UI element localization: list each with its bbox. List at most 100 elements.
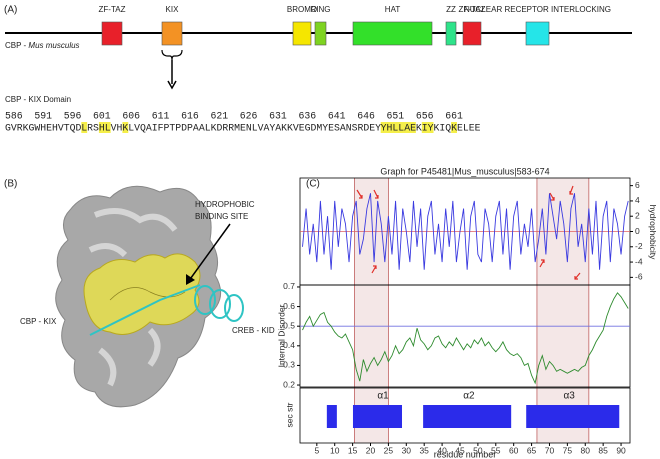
helix-label: α1 (377, 391, 389, 402)
helix-label: α2 (463, 391, 475, 402)
y-axis-label: sec str (284, 402, 294, 427)
domain-label: HAT (385, 5, 401, 14)
kid-helix-turn (209, 289, 231, 319)
kid-helix-turn (224, 294, 244, 322)
position-number: 596 (64, 111, 82, 122)
position-number: 621 (210, 111, 228, 122)
surface-highlight (88, 208, 178, 387)
x-tick-label: 20 (366, 445, 376, 455)
site-arrow-head (186, 274, 195, 285)
x-tick-label: 30 (402, 445, 412, 455)
plot-frame (299, 387, 631, 444)
site-label: BINDING SITE (195, 212, 248, 221)
y-tick-label: 0.2 (283, 379, 295, 389)
domain-label: BROMO (287, 5, 317, 14)
domain-label: RING (311, 5, 331, 14)
kid-helix-axis (89, 284, 201, 336)
domain-label: NUCLEAR RECEPTOR INTERLOCKING (464, 5, 611, 14)
kix-title: CBP - KIX Domain (5, 95, 71, 104)
y-tick-label: -4 (635, 256, 643, 266)
kix-label: CBP - KIX (20, 317, 57, 326)
y-axis-label: hydrophobicity (648, 205, 658, 261)
panel-label: (A) (4, 5, 17, 16)
protein-structure (55, 185, 244, 408)
highlight (98, 122, 111, 133)
position-number: 591 (34, 111, 52, 122)
x-tick-label: 75 (563, 445, 573, 455)
helix-bar (326, 405, 337, 428)
sequence-segment: IY (422, 123, 434, 134)
highlight (81, 122, 88, 133)
kid-label: CREB - KID (232, 326, 275, 335)
y-tick-label: -6 (635, 272, 643, 282)
helix-bar (423, 405, 512, 428)
chart-title: Graph for P45481|Mus_musculus|583-674 (380, 166, 549, 176)
y-axis-label: Internal Disorder (276, 304, 286, 367)
position-number: 586 (5, 111, 23, 122)
position-number: 606 (122, 111, 140, 122)
annotation-arrows (356, 185, 581, 280)
domain-box (445, 21, 457, 46)
x-tick-label: 50 (473, 445, 483, 455)
domain-label: KIX (166, 5, 180, 14)
y-tick-label: 0 (635, 226, 640, 236)
red-arrow (549, 192, 555, 201)
sequence-segment: ELEE (457, 123, 481, 134)
sequence-segment: VH (111, 123, 123, 134)
sequence-segment: KIQ (434, 123, 452, 134)
sequence-segment: GVRKGWHEHVTQD (5, 123, 82, 134)
highlight (451, 122, 457, 133)
helix-label: α3 (563, 391, 575, 402)
sequence-segment: K (416, 123, 422, 134)
position-number: 651 (387, 111, 405, 122)
panel-label: (C) (306, 179, 320, 190)
x-tick-label: 70 (545, 445, 555, 455)
domain-box (525, 21, 550, 46)
y-tick-label: 0.4 (283, 340, 295, 350)
x-tick-label: 60 (509, 445, 519, 455)
y-tick-label: 0.7 (283, 281, 295, 291)
position-number: 611 (152, 111, 170, 122)
domain-box (292, 21, 312, 46)
helix-bar (352, 405, 403, 428)
hydrophobic-patch (83, 253, 201, 335)
domain-label: ZF-TAZ (99, 5, 126, 14)
red-arrow (569, 185, 574, 195)
red-arrow (574, 272, 581, 280)
red-arrow (539, 259, 545, 268)
x-tick-label: 65 (527, 445, 537, 455)
red-arrow (373, 189, 379, 199)
sequence-segment: RS (87, 123, 99, 134)
species: Mus musculus (28, 41, 79, 50)
graph: -6 -4 -2 0 2 4 6 0.2 0.3 0.4 0.5 0.6 0.7 5 10 15 20 25 30 3… (283, 177, 643, 455)
disorder-line (302, 292, 629, 385)
plot-frame (299, 284, 631, 388)
position-number: 636 (299, 111, 317, 122)
domain-box (314, 21, 327, 46)
protein-prefix: CBP - (5, 41, 28, 50)
x-tick-label: 15 (348, 445, 358, 455)
domain-box (161, 21, 183, 46)
site-label: HYDROPHOBIC (195, 200, 255, 209)
highlight (122, 122, 129, 133)
sequence: 586 591 596 601 606 611 616 621 626 631 636 641 646 6… (5, 111, 481, 134)
x-tick-label: 25 (384, 445, 394, 455)
position-number: 601 (93, 111, 111, 122)
hydrophobicity-line (302, 193, 629, 270)
sequence-segment: K (451, 123, 457, 134)
panel-label: (B) (4, 179, 17, 190)
protein-name: CBP - Mus musculus (5, 41, 80, 50)
sequence-segment: L (81, 123, 87, 134)
domain-label: ZF-TAZ (459, 5, 486, 14)
x-tick-label: 90 (616, 445, 626, 455)
x-tick-label: 5 (314, 445, 319, 455)
sequence-segment: K (122, 123, 128, 134)
position-number: 626 (240, 111, 258, 122)
y-tick-label: 0.6 (283, 301, 295, 311)
region (536, 178, 589, 443)
y-tick-label: 6 (635, 180, 640, 190)
site-arrow (187, 223, 231, 283)
y-tick-label: -2 (635, 241, 643, 251)
x-tick-label: 40 (437, 445, 447, 455)
